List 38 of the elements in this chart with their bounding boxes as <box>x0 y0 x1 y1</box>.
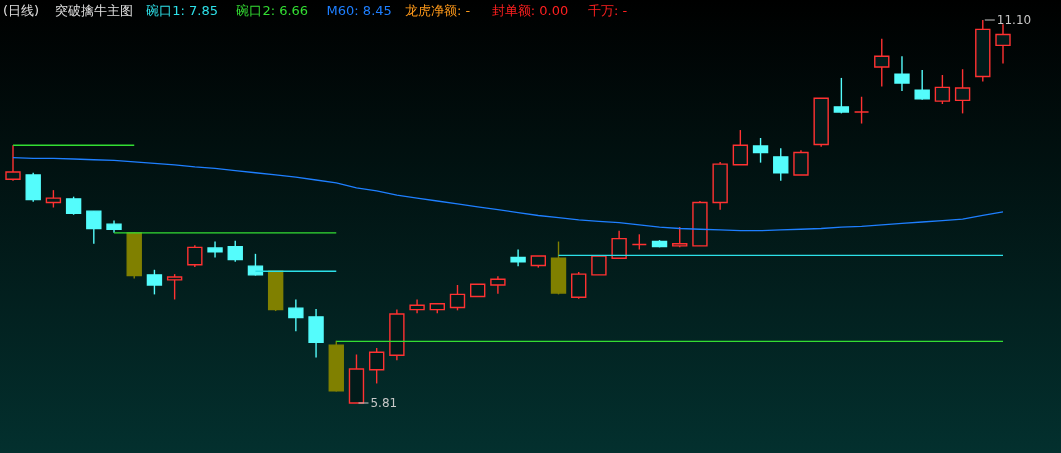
candlestick <box>571 271 587 300</box>
candlestick <box>954 68 971 115</box>
chart-title: (日线) <box>3 3 40 18</box>
candlestick <box>934 74 951 105</box>
candlestick <box>914 69 930 101</box>
candlestick <box>874 38 890 88</box>
chart-subtitle: 突破擒牛主图 <box>55 3 134 18</box>
candlestick <box>146 269 163 296</box>
candlestick <box>732 129 749 166</box>
candlestick <box>591 255 607 276</box>
candlestick <box>247 253 264 277</box>
candlestick <box>611 229 627 259</box>
candlestick <box>894 55 910 92</box>
candlestick <box>793 149 809 176</box>
text: 封单额: 0.00 <box>491 3 569 18</box>
candlestick <box>409 298 425 314</box>
candlestick <box>65 195 82 216</box>
candlestick <box>288 298 304 333</box>
text: 碗口2: 6.66 <box>236 3 309 18</box>
candlestick <box>833 77 850 115</box>
candlestick <box>449 284 466 312</box>
text: 千万: - <box>587 3 628 18</box>
candlestick <box>5 144 21 182</box>
candlestick <box>368 347 385 385</box>
text: M60: 8.45 <box>326 3 392 18</box>
candlestick <box>166 273 183 301</box>
candlestick <box>227 240 243 263</box>
annotation: 11.10 <box>996 13 1032 27</box>
candlestick <box>752 137 769 164</box>
annotation: 5.81 <box>370 396 398 410</box>
text: 龙虎净额: - <box>405 3 471 18</box>
text: 碗口1: 7.85 <box>146 3 218 18</box>
candlestick <box>773 147 789 182</box>
candlestick <box>86 210 102 245</box>
candlestick <box>995 23 1011 65</box>
candlestick <box>853 96 870 125</box>
candlestick <box>187 244 203 268</box>
candlestick <box>207 240 223 259</box>
